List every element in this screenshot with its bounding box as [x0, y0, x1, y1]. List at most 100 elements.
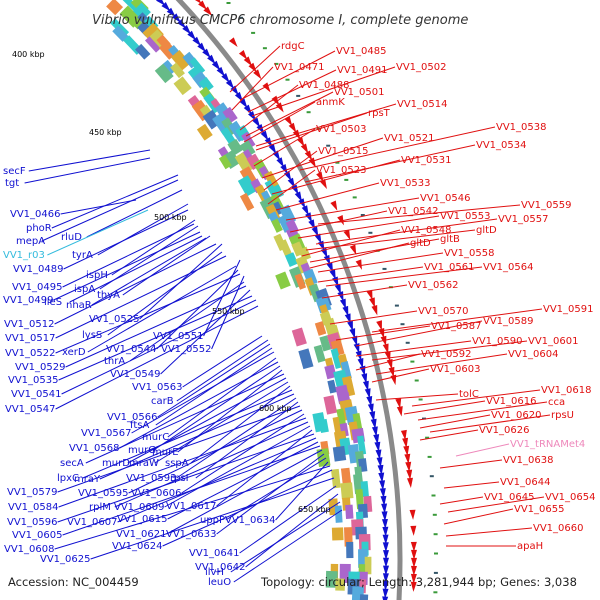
forward-gene-arrow	[403, 445, 410, 457]
feature-block	[239, 140, 256, 158]
kbp-tick-label: 650 kbp	[298, 505, 331, 514]
left-gene-label: mraY	[74, 474, 101, 485]
outer-tick-mark	[251, 31, 256, 34]
left-gene-label: VV1_0609	[114, 502, 165, 513]
reverse-gene-arrow	[383, 565, 390, 576]
forward-gene-arrow	[349, 244, 357, 255]
left-leader-line	[114, 421, 309, 508]
right-leader-line	[305, 229, 476, 251]
right-gene-label: VV1_0514	[397, 99, 448, 110]
right-gene-label: VV1_0471	[274, 62, 325, 73]
kbp-tick-label: 450 kbp	[89, 128, 122, 137]
outer-tick-mark	[433, 533, 438, 536]
feature-block	[284, 252, 299, 267]
left-leader-line	[107, 251, 223, 336]
reverse-gene-arrow	[382, 580, 389, 591]
left-gene-label: lpxC	[57, 473, 79, 484]
forward-gene-arrow	[409, 509, 416, 520]
reverse-gene-arrow	[375, 449, 382, 460]
left-leader-line	[245, 493, 339, 568]
forward-gene-arrow	[253, 69, 262, 80]
left-gene-label: VV1_0525	[89, 314, 140, 325]
forward-gene-arrow	[308, 157, 316, 168]
right-leader-line	[447, 496, 545, 513]
reverse-gene-arrow	[329, 269, 336, 280]
left-leader-line	[128, 409, 303, 494]
left-leader-line	[54, 465, 331, 550]
feature-block	[241, 131, 256, 149]
feature-block	[314, 321, 327, 336]
left-leader-line	[195, 401, 299, 479]
outer-tick-mark	[360, 214, 365, 216]
reverse-gene-arrow	[216, 66, 226, 77]
outer-tick-mark	[414, 379, 419, 382]
feature-block	[196, 123, 213, 141]
right-leader-line	[335, 325, 431, 341]
right-leader-line	[439, 496, 484, 505]
reverse-gene-arrow	[192, 36, 202, 47]
feature-block	[106, 0, 124, 16]
reverse-gene-arrow	[361, 373, 368, 384]
feature-block	[318, 418, 329, 434]
reverse-gene-arrow	[156, 0, 166, 6]
kbp-tick-label: 600 kbp	[259, 404, 292, 413]
right-gene-label: VV1_0603	[430, 364, 481, 375]
right-gene-label: VV1_0553	[440, 211, 491, 222]
outer-tick-mark	[226, 2, 231, 4]
feature-block	[198, 77, 214, 93]
feature-block	[220, 127, 236, 145]
reverse-gene-arrow	[252, 117, 261, 128]
left-leader-line	[157, 343, 271, 418]
reverse-gene-arrow	[301, 205, 309, 216]
feature-block	[334, 505, 343, 523]
feature-block	[335, 578, 346, 591]
left-leader-line	[176, 397, 297, 479]
reverse-gene-arrow	[373, 434, 380, 445]
reverse-gene-arrow	[382, 596, 389, 600]
left-gene-label: murG	[128, 445, 156, 456]
feature-block	[325, 570, 338, 588]
left-leader-line	[63, 209, 189, 270]
forward-gene-arrow	[366, 289, 373, 301]
reverse-gene-arrow	[323, 254, 331, 266]
left-gene-label: tgt	[5, 178, 19, 189]
right-gene-label: VV1_0645	[484, 492, 535, 503]
left-leader-line	[119, 361, 279, 449]
right-gene-label: VV1_0488	[299, 80, 350, 91]
right-gene-label: VV1_0589	[483, 316, 534, 327]
outer-tick-mark	[306, 111, 311, 114]
reverse-gene-arrow	[225, 79, 235, 90]
reverse-gene-arrow	[381, 511, 388, 522]
left-leader-line	[87, 265, 237, 353]
right-leader-line	[297, 215, 440, 239]
feature-block	[343, 527, 353, 547]
left-gene-label: ispH	[86, 270, 108, 281]
left-gene-label: VV1_0529	[15, 362, 66, 373]
right-leader-line	[411, 389, 541, 407]
outer-tick-mark	[431, 494, 436, 497]
left-leader-line	[55, 255, 227, 339]
outer-tick-mark	[400, 323, 405, 326]
feature-block	[189, 57, 206, 75]
left-gene-label: lysS	[82, 330, 102, 341]
right-gene-label: VV1_0503	[316, 124, 367, 135]
feature-block	[133, 2, 151, 21]
left-gene-label: VV1_0522	[5, 348, 56, 359]
left-leader-line	[162, 469, 333, 547]
right-gene-label: VV1_0616	[486, 396, 537, 407]
right-leader-line	[255, 103, 397, 147]
left-leader-line	[55, 273, 241, 354]
left-gene-label: VV1_0551	[153, 331, 204, 342]
reverse-gene-arrow	[339, 298, 346, 310]
right-leader-line	[419, 429, 479, 441]
reverse-gene-arrow	[342, 305, 349, 317]
right-gene-label: rpsU	[551, 410, 574, 421]
left-gene-label: murD	[102, 458, 130, 469]
reverse-gene-arrow	[382, 534, 389, 545]
forward-gene-arrow	[337, 215, 344, 226]
forward-gene-arrow	[410, 565, 417, 576]
reverse-gene-arrow	[182, 24, 192, 35]
left-leader-line	[190, 385, 291, 464]
left-gene-label: mraW	[129, 458, 159, 469]
left-gene-label: thyA	[97, 290, 120, 301]
